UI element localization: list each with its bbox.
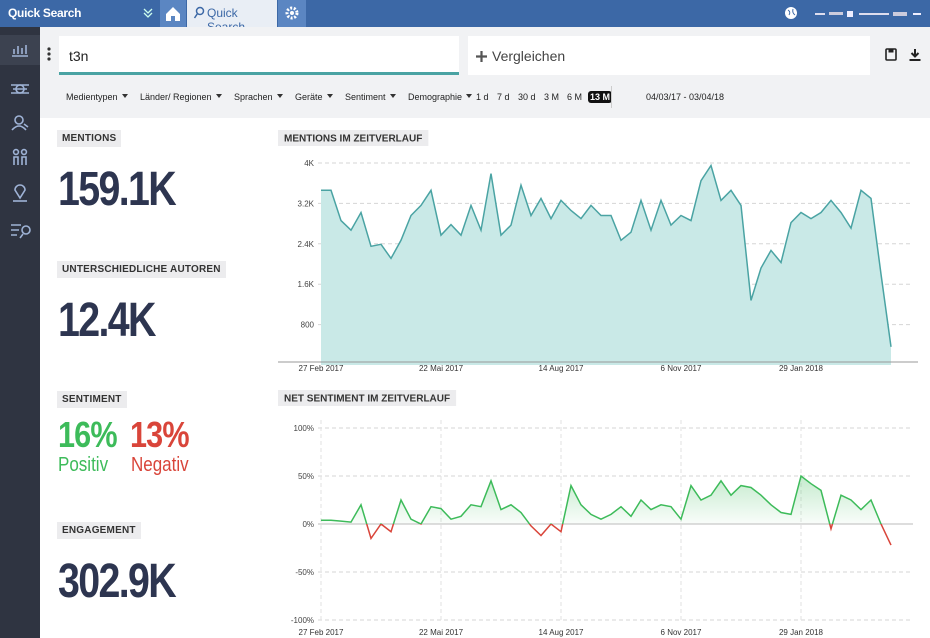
expand-icon[interactable]	[142, 7, 154, 19]
compare-input[interactable]: Vergleichen	[468, 36, 870, 75]
y-tick-label: 2.4K	[298, 240, 315, 249]
kpi-label: ENGAGEMENT	[57, 522, 141, 539]
area	[321, 476, 891, 524]
filter-dropdown[interactable]: Demographie	[408, 92, 472, 102]
nav-active[interactable]	[0, 35, 40, 65]
chart-title: MENTIONS IM ZEITVERLAUF	[284, 134, 422, 145]
kpi-label: UNTERSCHIEDLICHE AUTOREN	[57, 261, 226, 278]
app-title: Quick Search	[8, 6, 82, 20]
area	[321, 165, 891, 365]
filter-dropdown[interactable]: Länder/ Regionen	[140, 92, 222, 102]
x-tick-label: 6 Nov 2017	[661, 628, 702, 637]
x-tick-label: 29 Jan 2018	[779, 364, 824, 373]
y-tick-label: 3.2K	[298, 199, 315, 208]
date-range[interactable]: 04/03/17 - 03/04/18	[646, 92, 725, 102]
negative-value: 13%	[130, 414, 190, 455]
positive-label: Positiv	[58, 454, 109, 476]
search-query: t3n	[69, 48, 89, 64]
range-button[interactable]: 7 d	[497, 92, 510, 102]
user-name[interactable]	[815, 10, 925, 18]
line	[321, 163, 892, 347]
compare-label: Vergleichen	[492, 48, 566, 64]
x-tick-label: 22 Mai 2017	[419, 628, 464, 637]
kpi-value: 302.9K	[58, 555, 177, 608]
filter-dropdown[interactable]: Sprachen	[234, 92, 283, 102]
x-tick-label: 14 Aug 2017	[539, 364, 584, 373]
menu-dots[interactable]	[46, 46, 52, 62]
y-tick-label: 100%	[294, 424, 314, 433]
range-button[interactable]: 1 d	[476, 92, 489, 102]
negative-label: Negativ	[131, 454, 189, 476]
y-tick-label: -100%	[291, 616, 314, 625]
y-tick-label: 1.6K	[298, 280, 315, 289]
kpi-value: 12.4K	[58, 294, 156, 347]
positive-value: 16%	[58, 414, 118, 455]
chart-title: NET SENTIMENT IM ZEITVERLAUF	[284, 394, 450, 405]
mentions-chart: MENTIONS IM ZEITVERLAUF 800 1.6K 2.4K 3.2K 4K…	[278, 130, 918, 373]
nav-icons[interactable]	[0, 35, 40, 275]
kpi-label: SENTIMENT	[57, 391, 127, 408]
x-tick-label: 27 Feb 2017	[299, 628, 344, 637]
tab[interactable]: Quick Search	[187, 0, 277, 34]
settings-button[interactable]	[278, 0, 306, 27]
range-button[interactable]: 13 M	[588, 91, 613, 103]
x-tick-label: 27 Feb 2017	[299, 364, 344, 373]
kpi-value: 159.1K	[58, 163, 177, 216]
x-tick-label: 14 Aug 2017	[539, 628, 584, 637]
top-bar: Quick Search Quick Search	[0, 0, 930, 34]
title-chip	[278, 130, 429, 146]
sentiment-chart: NET SENTIMENT IM ZEITVERLAUF -100% -50% 0% 5…	[278, 390, 913, 637]
y-tick-label: -50%	[295, 568, 314, 577]
action-icons[interactable]	[884, 48, 924, 62]
line	[321, 474, 892, 546]
globe-icon[interactable]	[784, 6, 798, 20]
range-button[interactable]: 3 M	[544, 92, 560, 102]
range-button[interactable]: 30 d	[518, 92, 536, 102]
range-button[interactable]: 6 M	[567, 92, 583, 102]
filter-dropdown[interactable]: Geräte	[295, 92, 333, 102]
y-tick-label: 4K	[304, 159, 314, 168]
search-input[interactable]: t3n	[59, 36, 459, 75]
kpi-label: MENTIONS	[57, 130, 122, 147]
y-tick-label: 0%	[302, 520, 314, 529]
sidebar	[0, 27, 40, 638]
x-tick-label: 29 Jan 2018	[779, 628, 824, 637]
title-chip	[278, 390, 457, 406]
divider	[611, 86, 612, 108]
filter-dropdown[interactable]: Medientypen	[66, 92, 128, 102]
x-tick-label: 6 Nov 2017	[661, 364, 702, 373]
x-tick-label: 22 Mai 2017	[419, 364, 464, 373]
y-tick-label: 800	[301, 321, 315, 330]
filter-dropdown[interactable]: Sentiment	[345, 92, 396, 102]
home-button[interactable]	[160, 0, 186, 27]
y-tick-label: 50%	[298, 472, 314, 481]
